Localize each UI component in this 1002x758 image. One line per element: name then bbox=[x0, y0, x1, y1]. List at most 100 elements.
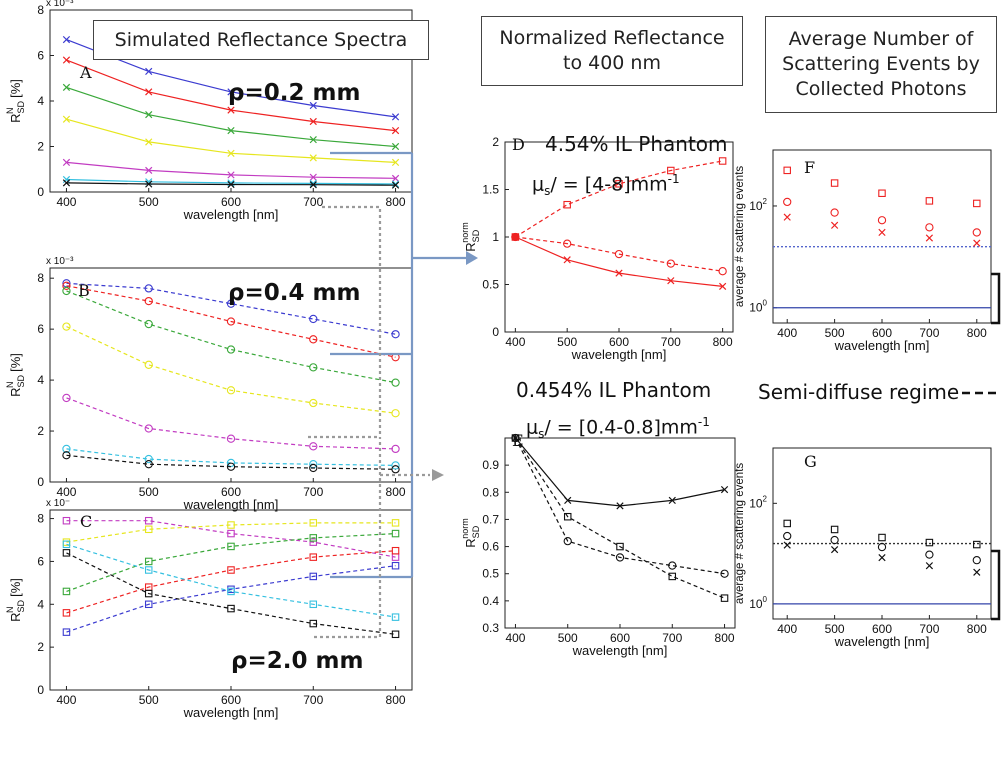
data-point-A-5 bbox=[309, 179, 317, 187]
phantom-label-e: 0.454% IL Phantom bbox=[516, 378, 712, 402]
mus-range-e: = [0.4-0.8]mm bbox=[550, 416, 698, 439]
x-tick-label-G: 400 bbox=[777, 622, 797, 636]
data-point-G-1 bbox=[877, 542, 887, 552]
data-point-E-2 bbox=[720, 569, 729, 578]
data-point-F-1 bbox=[830, 208, 839, 217]
mus-exp-e: -1 bbox=[697, 415, 710, 429]
data-point-B-4 bbox=[309, 442, 318, 451]
data-point-G-2 bbox=[878, 554, 886, 562]
data-point-C-4 bbox=[62, 628, 71, 636]
y-tick-label-G: 100 bbox=[749, 595, 767, 611]
y-tick-label-C: 0 bbox=[37, 683, 44, 697]
x-tick-label-D: 800 bbox=[713, 335, 733, 349]
data-point-A-3 bbox=[391, 158, 400, 167]
x-tick-label-C: 600 bbox=[221, 693, 241, 707]
data-point-A-6 bbox=[145, 180, 153, 188]
normalized-title-line1: Normalized Reflectance bbox=[499, 27, 725, 50]
x-tick-label-C: 800 bbox=[386, 693, 406, 707]
data-point-G-1 bbox=[783, 531, 792, 541]
x-tick-label-G: 700 bbox=[919, 622, 939, 636]
x-tick-label-A: 600 bbox=[221, 195, 241, 209]
data-point-F-1 bbox=[925, 223, 934, 232]
series-line-E-0 bbox=[515, 437, 725, 507]
x-tick-label-D: 600 bbox=[609, 335, 629, 349]
brace-g bbox=[991, 549, 1001, 621]
data-point-E-1 bbox=[616, 542, 624, 551]
rsd-n-A-ylabel: RSDN [%] bbox=[5, 79, 26, 123]
data-point-A-4 bbox=[309, 173, 317, 181]
data-point-F-2 bbox=[973, 239, 981, 247]
data-point-C-1 bbox=[309, 519, 318, 527]
data-point-A-1 bbox=[309, 117, 317, 126]
rho-label-b: ρ=0.4 mm bbox=[228, 280, 361, 306]
rho-label-a: ρ=0.2 mm bbox=[228, 80, 361, 106]
data-point-E-0 bbox=[616, 502, 624, 510]
data-point-B-5 bbox=[226, 458, 236, 468]
normalization-point-d bbox=[511, 233, 520, 241]
data-point-B-6 bbox=[391, 465, 400, 474]
series-line-C-6 bbox=[66, 552, 396, 635]
data-point-C-1 bbox=[391, 519, 400, 527]
normalized-title-line2: to 400 nm bbox=[563, 52, 661, 74]
y-tick-label-E: 0.7 bbox=[482, 512, 499, 526]
y-tick-label-E: 0.9 bbox=[482, 458, 499, 472]
arrow-head-e bbox=[432, 469, 444, 481]
avg-title-line3: Collected Photons bbox=[795, 77, 967, 100]
data-point-A-4 bbox=[145, 166, 153, 175]
data-point-D-0 bbox=[563, 200, 571, 209]
y-tick-label-B: 8 bbox=[37, 271, 44, 285]
dotted-connector-a bbox=[322, 205, 382, 437]
data-point-C-2 bbox=[309, 534, 318, 542]
data-point-C-6 bbox=[227, 604, 235, 613]
y-tick-label-A: 0 bbox=[37, 185, 44, 199]
data-point-A-0 bbox=[62, 35, 71, 44]
data-point-F-2 bbox=[878, 228, 886, 237]
data-point-C-2 bbox=[391, 529, 400, 538]
series-line-C-0 bbox=[66, 520, 396, 558]
data-point-F-2 bbox=[830, 221, 839, 229]
data-point-B-4 bbox=[391, 444, 400, 454]
series-line-E-1 bbox=[514, 437, 725, 599]
data-point-B-1 bbox=[309, 335, 318, 344]
x-tick-label-G: 500 bbox=[825, 622, 845, 636]
data-point-A-0 bbox=[391, 113, 400, 121]
x-tick-label-F: 800 bbox=[967, 326, 987, 340]
phantom-label-d: 4.54% IL Phantom bbox=[545, 132, 728, 156]
series-line-B-6 bbox=[66, 454, 396, 470]
data-point-B-5 bbox=[391, 461, 400, 470]
y-tick-label-A: 2 bbox=[37, 140, 44, 154]
data-point-C-3 bbox=[309, 553, 318, 561]
data-point-D-2 bbox=[667, 277, 675, 285]
mu-symbol: μ bbox=[532, 173, 545, 196]
data-point-C-6 bbox=[309, 619, 318, 628]
y-tick-label-A: 8 bbox=[37, 3, 44, 17]
y-tick-label-B: 4 bbox=[37, 373, 44, 387]
mu-subscript-e: s bbox=[538, 427, 545, 442]
data-point-D-1 bbox=[563, 239, 572, 248]
mu-prime: / bbox=[550, 173, 557, 196]
data-point-B-6 bbox=[309, 463, 318, 473]
x-tick-label-A: 500 bbox=[139, 195, 159, 209]
data-point-F-0 bbox=[783, 166, 791, 175]
x-tick-label-B: 500 bbox=[139, 485, 159, 499]
data-point-E-2 bbox=[615, 553, 625, 562]
data-point-E-1 bbox=[668, 572, 677, 581]
data-point-B-5 bbox=[62, 444, 71, 454]
data-point-G-2 bbox=[925, 562, 934, 570]
data-point-A-2 bbox=[62, 83, 71, 91]
data-point-F-1 bbox=[972, 228, 981, 237]
x-tick-label-E: 600 bbox=[610, 631, 630, 645]
data-point-C-3 bbox=[62, 609, 71, 617]
data-point-C-2 bbox=[144, 557, 153, 566]
mu-prime-e: / bbox=[544, 416, 551, 439]
panel-letter-C: C bbox=[80, 512, 92, 531]
rsd-n-C-ylabel: RSDN [%] bbox=[5, 578, 26, 622]
data-point-C-5 bbox=[309, 600, 318, 609]
chart-panel-E: 400 500 600 700 800 wavelength [nm] 0.3 0.4 0.5 0… bbox=[460, 433, 736, 658]
dotted-connector-c bbox=[314, 437, 382, 639]
data-point-E-0 bbox=[668, 496, 676, 505]
series-line-A-4 bbox=[66, 161, 396, 179]
x-axis-label-E: wavelength [nm] bbox=[572, 643, 668, 658]
normalized-title-box: Normalized Reflectance to 400 nm bbox=[481, 16, 743, 86]
data-point-A-3 bbox=[309, 154, 317, 162]
